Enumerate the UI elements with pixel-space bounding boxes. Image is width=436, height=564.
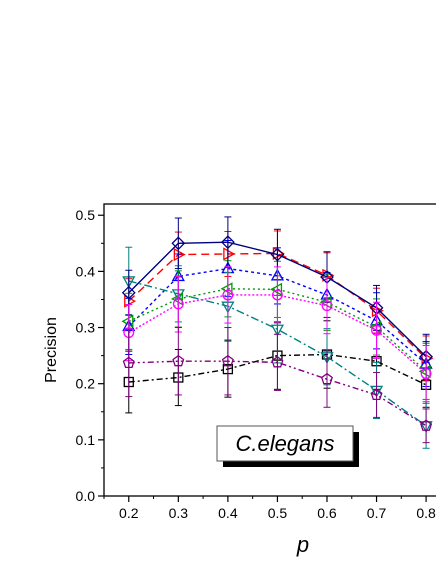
data-point — [420, 419, 433, 431]
series-line — [128, 360, 427, 427]
annotation-box: C.elegans — [216, 425, 359, 467]
data-point — [223, 247, 236, 261]
x-tick-label: 0.3 — [169, 505, 189, 521]
x-tick-label: 0.7 — [367, 505, 387, 521]
annotation-frame — [216, 425, 354, 462]
annotation-label: C.elegans — [235, 431, 334, 456]
series-8 — [122, 327, 433, 444]
plot-series — [121, 216, 434, 449]
data-point — [270, 282, 283, 296]
axes: 0.2 0.3 0.4 0.5 0.6 0.7 0.8 0.0 0.1 0.2 0.3 0.4 0.5 — [76, 203, 436, 521]
y-tick-label: 0.2 — [76, 376, 96, 392]
data-point — [121, 285, 136, 300]
y-axis-label: Precision — [43, 317, 60, 383]
plot-frame — [103, 203, 436, 497]
x-axis-label: p — [296, 532, 309, 557]
data-point — [420, 368, 432, 380]
data-point — [270, 324, 285, 337]
data-point — [371, 324, 382, 336]
data-point — [221, 354, 234, 367]
y-tick-label: 0.0 — [76, 488, 96, 504]
x-tick-label: 0.2 — [119, 505, 139, 521]
series-5 — [121, 260, 431, 400]
data-point — [171, 236, 186, 251]
y-tick-label: 0.5 — [76, 207, 96, 223]
data-point — [271, 289, 283, 301]
data-point — [122, 356, 135, 369]
y-tick-label: 0.3 — [76, 320, 96, 336]
y-tick-label: 0.4 — [76, 263, 96, 279]
data-point — [220, 282, 233, 296]
data-point — [173, 247, 186, 262]
x-tick-label: 0.4 — [218, 505, 238, 521]
data-point — [321, 300, 333, 312]
data-point — [370, 388, 383, 401]
data-point — [270, 247, 285, 262]
y-tick-label: 0.1 — [76, 432, 96, 448]
data-point — [320, 372, 333, 385]
series-line — [128, 294, 427, 375]
data-point — [271, 356, 284, 368]
series-2 — [124, 230, 434, 382]
data-point — [170, 292, 183, 306]
data-point — [222, 289, 234, 301]
data-point — [172, 298, 184, 310]
x-tick-label: 0.8 — [416, 505, 436, 521]
data-point — [121, 314, 134, 328]
data-point — [172, 354, 185, 367]
x-tick-label: 0.6 — [317, 505, 337, 521]
data-point — [220, 235, 235, 250]
x-tick-label: 0.5 — [268, 505, 288, 521]
